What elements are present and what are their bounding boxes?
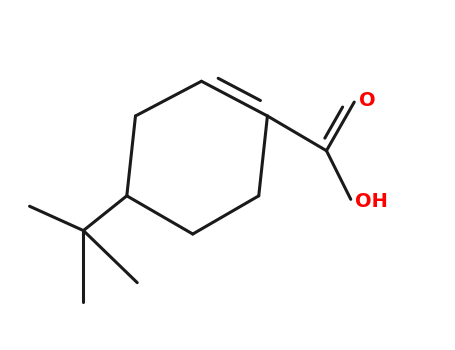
Text: O: O [359,91,376,110]
Text: OH: OH [355,191,388,211]
